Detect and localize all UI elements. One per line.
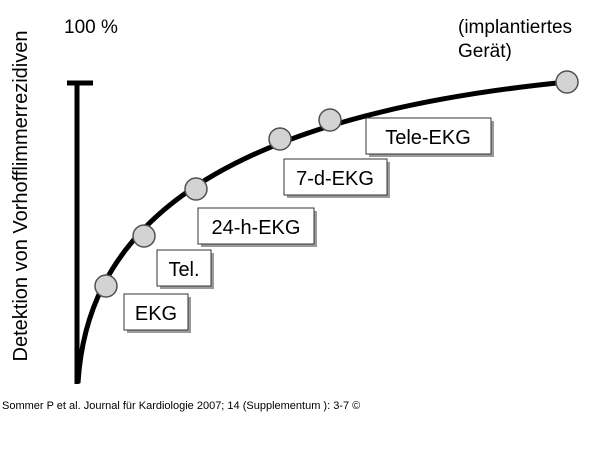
box-ekg-label: EKG — [135, 303, 177, 325]
marker-24h — [184, 177, 208, 201]
citation-text: Sommer P et al. Journal für Kardiologie … — [2, 400, 361, 412]
top-percent-label: 100 % — [64, 17, 118, 38]
y-axis-title: Detektion von Vorhofflimmerrezidiven — [10, 31, 32, 362]
marker-ekg — [94, 274, 118, 298]
detection-curve — [75, 79, 568, 384]
curve-markers — [94, 70, 579, 298]
box-7d-label: 7-d-EKG — [296, 168, 374, 190]
box-7d: 7-d-EKG — [283, 158, 390, 198]
box-ekg: EKG — [123, 293, 191, 333]
box-tele: Tele-EKG — [365, 117, 494, 157]
marker-7d — [268, 127, 292, 151]
box-tele-label: Tele-EKG — [385, 127, 471, 149]
detection-diagram: Detektion von Vorhofflimmerrezidiven 100… — [10, 17, 579, 384]
device-label-line2: Gerät) — [458, 41, 512, 62]
marker-implant — [555, 70, 579, 94]
box-24h: 24-h-EKG — [197, 207, 317, 247]
marker-tele — [318, 108, 342, 132]
marker-tel — [132, 224, 156, 248]
box-24h-label: 24-h-EKG — [212, 217, 301, 239]
box-tel: Tel. — [156, 249, 214, 289]
device-label-line1: (implantiertes — [458, 17, 572, 38]
box-tel-label: Tel. — [168, 259, 199, 281]
